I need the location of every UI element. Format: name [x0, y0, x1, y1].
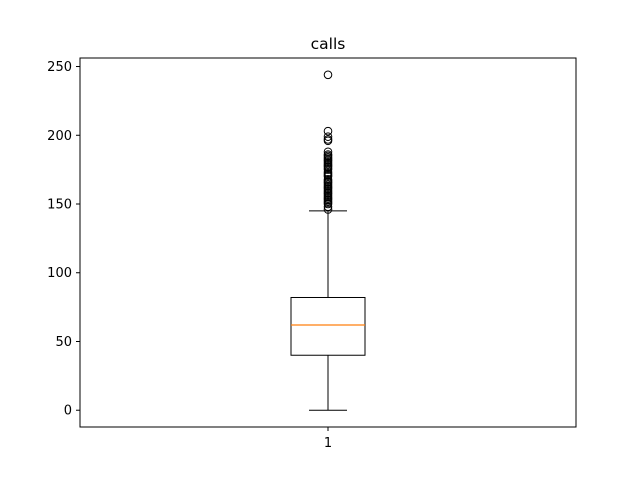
- iqr-box: [290, 296, 366, 356]
- outlier-point: [323, 126, 333, 136]
- outlier-point: [323, 168, 333, 177]
- y-tick-label: 150: [47, 198, 72, 213]
- outlier-point: [323, 150, 333, 159]
- outlier-point: [323, 205, 333, 214]
- outlier-point: [323, 135, 333, 144]
- plot-area: 0 50 100 150 200 250 1: [47, 57, 577, 451]
- outlier-point: [323, 70, 333, 80]
- y-tick-label: 0: [64, 404, 72, 419]
- outlier-point: [323, 147, 333, 157]
- y-tick-label: 100: [47, 266, 72, 281]
- outlier-point: [323, 202, 333, 212]
- y-tick-label: 250: [47, 60, 72, 75]
- y-tick-label: 200: [47, 129, 72, 144]
- outlier-point: [323, 132, 333, 141]
- x-tick-label: 1: [324, 436, 332, 451]
- chart-title: calls: [311, 35, 346, 53]
- y-tick-label: 50: [55, 335, 72, 350]
- outlier-point: [323, 174, 333, 184]
